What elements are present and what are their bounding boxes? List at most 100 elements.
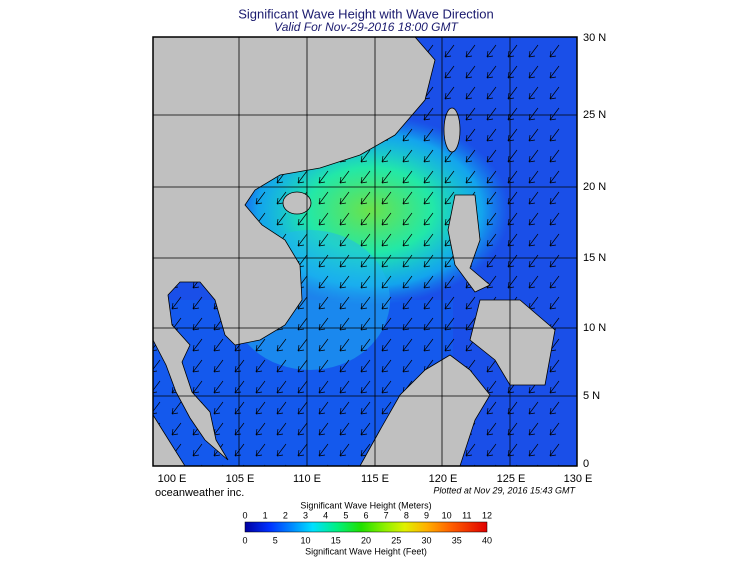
wave-arrow	[255, 359, 266, 373]
wave-arrow	[360, 233, 371, 247]
colorbar	[244, 521, 488, 533]
wave-arrow	[423, 191, 434, 205]
wave-arrow	[549, 65, 560, 79]
wave-arrow	[234, 401, 245, 415]
wave-arrow	[402, 233, 413, 247]
wave-arrow	[381, 380, 392, 394]
wave-arrow	[507, 170, 518, 184]
lat-label: 5 N	[583, 390, 600, 402]
wave-arrow	[507, 254, 518, 268]
wave-arrow	[276, 422, 287, 436]
wave-arrow	[507, 233, 518, 247]
meters-tick-label: 0	[242, 510, 247, 520]
legend-ticks: 0 1 2 3 4 5 6 7 8 9 10 11 120 5 10 15 20 25 30 35 40	[242, 510, 492, 545]
wave-arrow	[297, 338, 308, 352]
wave-arrow	[381, 191, 392, 205]
wave-arrow	[234, 443, 245, 457]
wave-arrow	[486, 44, 497, 58]
wave-arrow	[276, 380, 287, 394]
wave-arrow	[507, 443, 518, 457]
wave-arrow	[360, 359, 371, 373]
wave-arrow	[486, 191, 497, 205]
mindanao	[469, 299, 556, 386]
wave-arrow	[381, 401, 392, 415]
wave-arrow	[318, 338, 329, 352]
sumatra	[153, 414, 186, 466]
wave-arrow	[486, 443, 497, 457]
wave-arrow	[360, 191, 371, 205]
wave-arrow	[360, 401, 371, 415]
wave-arrow	[528, 275, 539, 289]
borneo	[359, 354, 491, 466]
mainland	[153, 37, 436, 461]
wave-arrow	[486, 233, 497, 247]
wave-arrow	[486, 254, 497, 268]
wave-arrow	[402, 254, 413, 268]
lat-label: 10 N	[583, 322, 606, 334]
wave-arrow	[255, 380, 266, 394]
meters-tick-label: 6	[363, 510, 368, 520]
wave-arrow	[255, 191, 266, 205]
wave-arrow	[381, 233, 392, 247]
wave-arrow	[360, 422, 371, 436]
wave-arrow	[444, 338, 455, 352]
wave-arrow	[318, 359, 329, 373]
wave-arrow	[381, 170, 392, 184]
wave-arrow	[255, 401, 266, 415]
wave-arrow	[486, 65, 497, 79]
feet-tick-label: 20	[361, 535, 371, 545]
wave-arrow	[255, 443, 266, 457]
wave-arrow	[318, 422, 329, 436]
wave-arrow	[297, 212, 308, 226]
wave-arrow	[276, 401, 287, 415]
wave-arrow	[402, 338, 413, 352]
wave-arrow	[528, 422, 539, 436]
wave-arrow	[465, 128, 476, 142]
wave-arrow	[410, 464, 413, 466]
wave-arrow	[360, 212, 371, 226]
wave-arrow	[339, 275, 350, 289]
wave-arrow	[318, 275, 329, 289]
wave-arrow	[297, 401, 308, 415]
meters-tick-label: 8	[404, 510, 409, 520]
wave-arrow	[549, 170, 560, 184]
credit: oceanweather inc.	[155, 487, 244, 499]
wave-arrow	[507, 44, 518, 58]
wave-arrow	[528, 212, 539, 226]
wave-arrow	[381, 359, 392, 373]
wave-arrow	[528, 254, 539, 268]
wave-arrow	[486, 359, 497, 373]
wave-arrow	[549, 149, 560, 163]
wave-arrow	[192, 443, 203, 457]
wave-arrow	[360, 254, 371, 268]
lon-label: 110 E	[293, 473, 321, 485]
wave-arrow	[213, 359, 224, 373]
lat-label: 25 N	[583, 109, 606, 121]
wave-arrow	[381, 212, 392, 226]
wave-arrow	[339, 296, 350, 310]
wave-arrow	[549, 128, 560, 142]
wave-arrow	[402, 191, 413, 205]
lat-label: 15 N	[583, 252, 606, 264]
wave-arrow	[221, 464, 224, 466]
wave-arrow	[297, 170, 308, 184]
wave-arrow	[276, 359, 287, 373]
wave-arrow	[465, 149, 476, 163]
map	[153, 37, 577, 466]
feet-tick-label: 30	[421, 535, 431, 545]
feet-tick-label: 0	[242, 535, 247, 545]
wave-arrow	[339, 401, 350, 415]
meters-tick-label: 5	[343, 510, 348, 520]
wave-arrow	[423, 149, 434, 163]
wave-arrow	[528, 170, 539, 184]
wave-arrow	[360, 149, 371, 163]
wave-arrow	[153, 401, 161, 415]
wave-arrow	[402, 128, 413, 142]
wave-arrow	[528, 191, 539, 205]
wave-arrow	[528, 443, 539, 457]
meters-tick-label: 4	[323, 510, 328, 520]
lat-label: 30 N	[583, 32, 606, 44]
subtitle: Valid For Nov-29-2016 18:00 GMT	[274, 20, 459, 34]
wave-arrow	[423, 170, 434, 184]
wave-arrow	[423, 296, 434, 310]
